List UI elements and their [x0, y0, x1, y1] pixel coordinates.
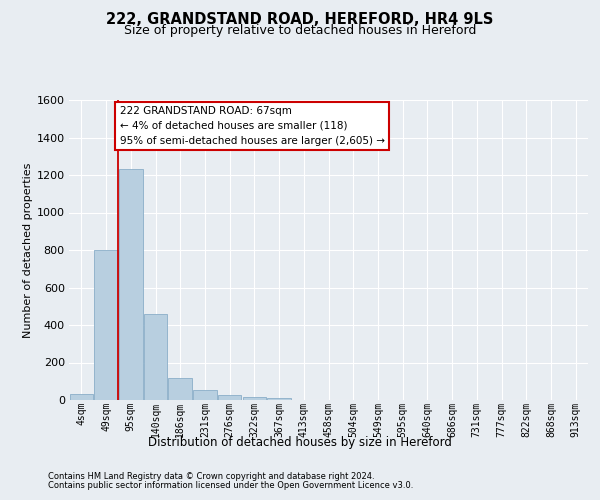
Y-axis label: Number of detached properties: Number of detached properties	[23, 162, 32, 338]
Bar	[144, 314, 167, 400]
Bar	[242, 398, 266, 400]
Text: 222, GRANDSTAND ROAD, HEREFORD, HR4 9LS: 222, GRANDSTAND ROAD, HEREFORD, HR4 9LS	[106, 12, 494, 28]
Bar	[70, 394, 93, 400]
Text: 222 GRANDSTAND ROAD: 67sqm
← 4% of detached houses are smaller (118)
95% of semi: 222 GRANDSTAND ROAD: 67sqm ← 4% of detac…	[119, 106, 385, 146]
Bar	[119, 170, 143, 400]
Bar	[218, 396, 241, 400]
Text: Contains HM Land Registry data © Crown copyright and database right 2024.: Contains HM Land Registry data © Crown c…	[48, 472, 374, 481]
Bar	[169, 378, 192, 400]
Bar	[268, 398, 291, 400]
Text: Distribution of detached houses by size in Hereford: Distribution of detached houses by size …	[148, 436, 452, 449]
Text: Contains public sector information licensed under the Open Government Licence v3: Contains public sector information licen…	[48, 481, 413, 490]
Bar	[94, 250, 118, 400]
Bar	[193, 390, 217, 400]
Text: Size of property relative to detached houses in Hereford: Size of property relative to detached ho…	[124, 24, 476, 37]
